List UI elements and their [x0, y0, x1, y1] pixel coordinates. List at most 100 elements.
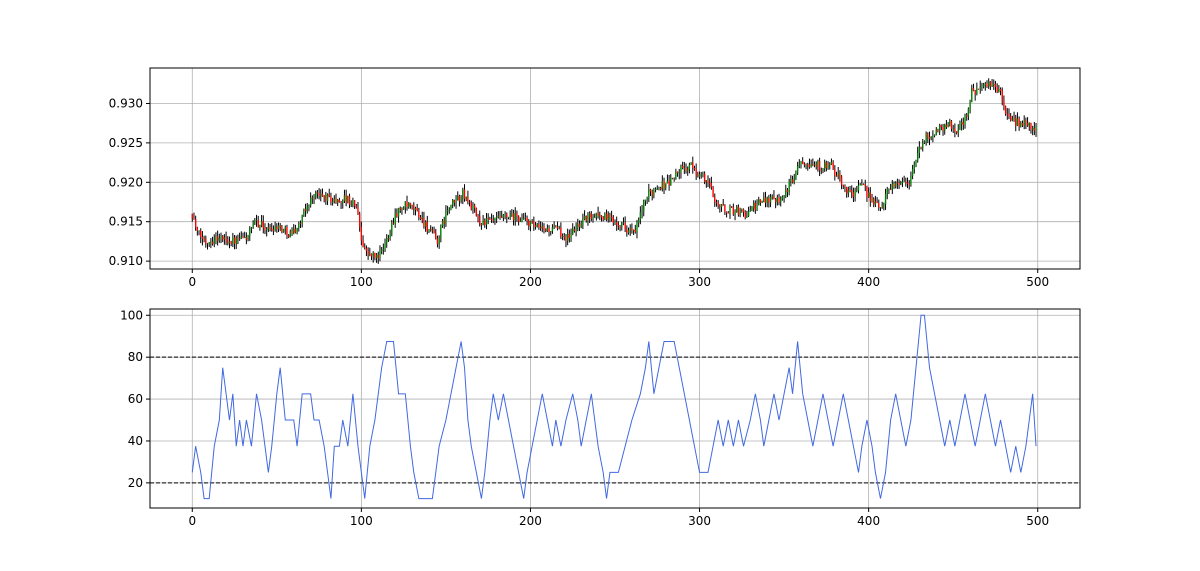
candle-body [384, 242, 386, 249]
candle-body [923, 141, 926, 144]
candle-body [930, 136, 932, 139]
candle-body [994, 83, 997, 87]
candle-body [861, 183, 863, 185]
candle-body [536, 224, 538, 227]
candle-body [380, 249, 383, 252]
candle-body [805, 164, 807, 166]
candle-body [340, 202, 342, 204]
candle-body [862, 183, 865, 185]
candle-body [641, 211, 643, 213]
oscillator-series-line [191, 314, 1037, 500]
candle-body [592, 217, 594, 219]
candle-body [883, 204, 885, 208]
candle-body [1030, 122, 1032, 130]
candle-body [639, 212, 642, 220]
candle-body [854, 190, 856, 197]
candle-body [781, 196, 784, 200]
candle-body [839, 173, 841, 177]
candle-body [964, 115, 966, 125]
candle-body [974, 90, 976, 95]
candle-body [490, 219, 493, 221]
candle-body [237, 237, 239, 239]
candle-body [786, 189, 789, 192]
candle-body [683, 167, 686, 169]
candle-body [487, 218, 489, 220]
candle-body [595, 212, 598, 218]
candle-body [873, 198, 875, 205]
candle-body [730, 206, 733, 208]
candle-body [700, 174, 702, 175]
candle-body [533, 220, 535, 226]
candle-body [428, 229, 430, 232]
candle-body [501, 216, 503, 218]
candle-body [859, 184, 861, 186]
candle-body [666, 180, 669, 184]
candle-body [607, 214, 609, 220]
candle-body [588, 213, 591, 217]
candle-body [928, 136, 931, 139]
candle-body [299, 223, 302, 224]
candle-body [785, 189, 787, 197]
candle-body [710, 182, 713, 188]
candle-body [866, 186, 868, 198]
candle-body [856, 190, 858, 192]
candle-body [867, 192, 870, 198]
candle-body [817, 161, 819, 167]
candle-body [800, 161, 802, 165]
candle-body [908, 183, 910, 185]
candle-body [776, 197, 779, 203]
candle-body [751, 208, 753, 211]
candle-body [448, 209, 450, 211]
candle-body [1026, 122, 1029, 126]
candle-body [766, 198, 768, 203]
candle-body [693, 167, 696, 170]
candle-body [399, 208, 401, 209]
candle-body [582, 219, 584, 226]
candle-body [744, 212, 746, 218]
candle-body [353, 200, 356, 207]
candle-body [999, 88, 1002, 92]
candle-body [802, 161, 804, 164]
candle-body [658, 187, 660, 189]
candle-body [394, 213, 396, 224]
candle-body [367, 250, 369, 255]
candle-body [707, 180, 709, 183]
candle-body [823, 162, 826, 169]
candle-body [194, 219, 197, 227]
candle-body [780, 199, 782, 203]
candle-body [507, 216, 510, 218]
candle-body [697, 174, 699, 177]
candle-body [749, 210, 751, 212]
candle-body [746, 215, 748, 218]
candle-body [714, 197, 716, 203]
candle-body [960, 122, 963, 125]
candle-body [732, 207, 735, 215]
candle-body [913, 163, 915, 170]
candle-body [884, 193, 887, 205]
candle-body [621, 223, 623, 228]
candle-body [950, 120, 953, 129]
candle-body [825, 162, 828, 168]
candle-body [988, 81, 990, 87]
price-ytick-label-0.915: 0.915 [109, 215, 143, 229]
candle-body [470, 202, 472, 210]
candle-body [916, 152, 919, 161]
candle-body [798, 164, 800, 167]
oscillator-xtick-label-400: 400 [857, 514, 880, 528]
candle-body [419, 217, 422, 220]
candle-body [962, 122, 965, 125]
candle-body [482, 220, 484, 226]
candle-body [793, 178, 795, 183]
candle-body [309, 197, 312, 206]
candle-body [812, 164, 814, 166]
candle-body [365, 248, 368, 251]
candle-body [756, 204, 758, 210]
candle-body [565, 236, 567, 241]
candle-body [455, 199, 457, 203]
candle-body [352, 200, 354, 205]
candle-body [286, 227, 288, 236]
candle-body [612, 216, 614, 223]
candle-body [262, 221, 264, 228]
price-xtick-label-500: 500 [1026, 275, 1049, 289]
candle-body [911, 169, 914, 176]
